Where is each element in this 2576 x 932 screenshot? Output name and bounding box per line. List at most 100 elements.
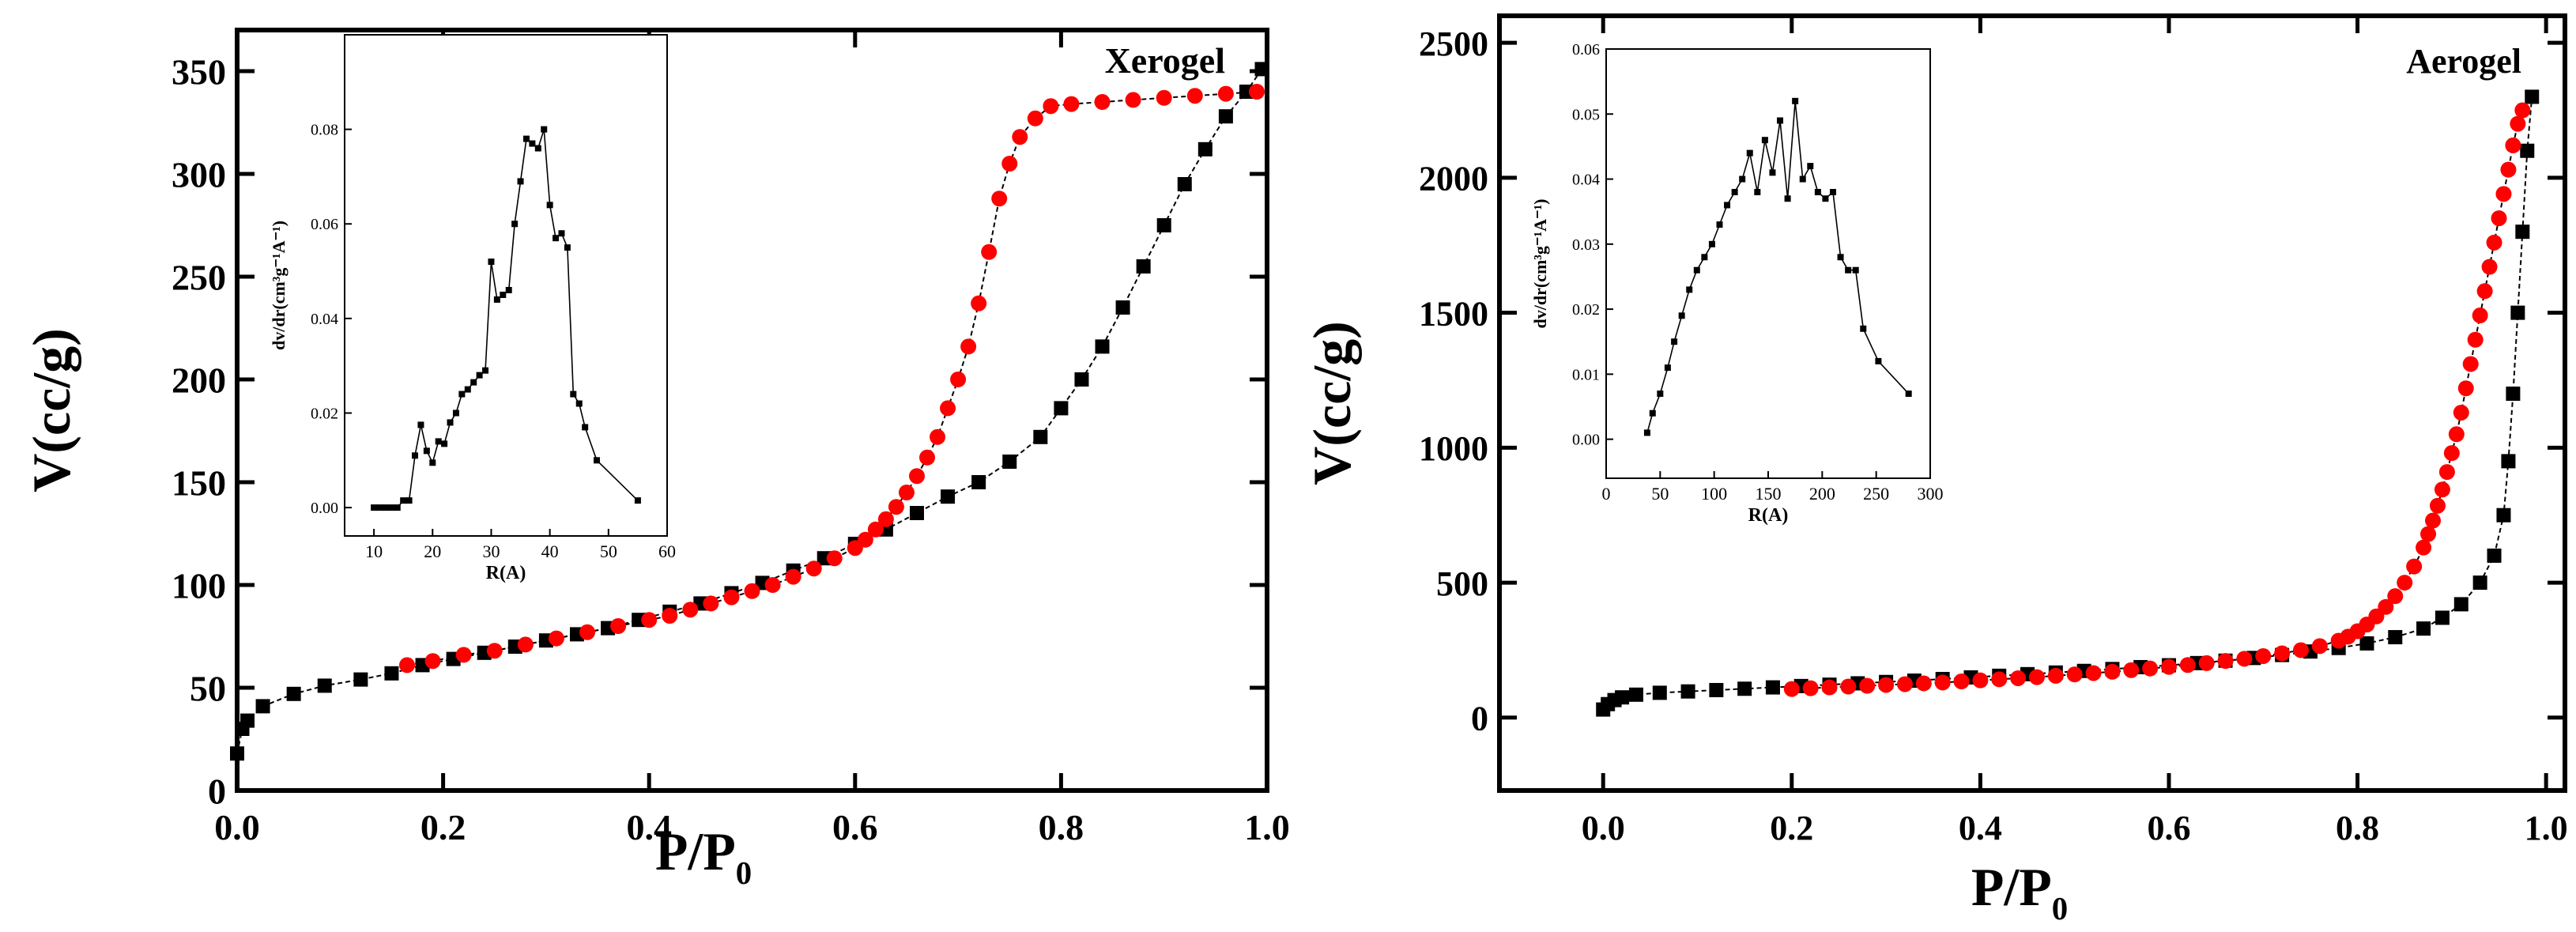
inset-point	[500, 291, 507, 298]
point-desorption	[1248, 84, 1265, 100]
x-axis-label-main: P/P	[655, 821, 736, 881]
point-desorption	[2085, 665, 2102, 681]
point-desorption	[2311, 638, 2328, 655]
inset-x-tick-label: 30	[482, 541, 500, 561]
inset-x-tick-label: 100	[1701, 484, 1727, 504]
inset-point	[1724, 202, 1731, 209]
point-desorption	[2160, 658, 2177, 675]
x-tick-label: 0.8	[2336, 809, 2379, 847]
point-desorption	[2510, 115, 2526, 132]
point-adsorption	[1197, 141, 1213, 157]
inset-point	[1731, 189, 1738, 195]
inset-y-axis-label: dv/dr(cm³g⁻¹A⁻¹)	[269, 221, 289, 350]
x-tick-label: 0.4	[626, 807, 672, 847]
point-desorption	[826, 550, 843, 567]
point-desorption	[2236, 651, 2253, 667]
inset-x-tick-label: 150	[1756, 484, 1782, 504]
point-desorption	[517, 636, 534, 653]
inset-point	[1822, 195, 1829, 202]
point-desorption	[2476, 283, 2493, 300]
inset-point	[1739, 175, 1746, 183]
inset-point	[1678, 312, 1685, 319]
point-desorption	[1027, 110, 1043, 126]
point-adsorption	[941, 489, 956, 504]
inset-point	[553, 235, 560, 242]
inset-point	[429, 459, 436, 466]
inset-frame	[344, 34, 668, 537]
inset-point	[371, 504, 378, 511]
inset-point	[464, 386, 471, 393]
inset-x-tick-label: 20	[424, 541, 441, 561]
point-adsorption	[1115, 300, 1130, 315]
inset-y-tick-label: 0.05	[1572, 106, 1600, 123]
inset-point	[1814, 189, 1821, 195]
inset-x-tick-label: 200	[1809, 484, 1835, 504]
point-desorption	[1953, 674, 1970, 690]
inset-x-axis-label: R(A)	[486, 563, 526, 583]
point-desorption	[2416, 539, 2432, 556]
point-desorption	[2217, 653, 2234, 670]
point-desorption	[2514, 102, 2531, 119]
point-desorption	[1934, 674, 1951, 691]
point-desorption	[2104, 663, 2121, 680]
inset-y-tick-label: 0.03	[1572, 236, 1600, 254]
point-adsorption	[2506, 387, 2521, 402]
inset-point	[505, 286, 512, 293]
point-adsorption	[1737, 681, 1752, 696]
point-desorption	[991, 191, 1008, 207]
inset-x-tick-label: 40	[541, 541, 559, 561]
point-desorption	[1783, 681, 1800, 697]
inset-point	[522, 135, 530, 142]
x-axis-label-main: P/P	[1971, 857, 2052, 917]
plot-frame	[1497, 13, 2567, 793]
point-desorption	[981, 243, 998, 260]
point-desorption	[579, 624, 596, 640]
point-adsorption	[2416, 621, 2431, 636]
point-adsorption	[971, 475, 986, 489]
inset-y-tick-label: 0.06	[1572, 41, 1600, 58]
x-tick-label: 0.6	[832, 807, 878, 847]
point-desorption	[2387, 588, 2404, 605]
inset-point	[582, 424, 589, 431]
point-adsorption	[1002, 455, 1017, 469]
chart-title: Xerogel	[1105, 40, 1225, 81]
x-axis-label: P/P0	[1971, 857, 2068, 926]
point-adsorption	[1652, 685, 1667, 700]
point-desorption	[2274, 645, 2291, 662]
point-desorption	[1186, 88, 1203, 104]
inset-point	[417, 421, 424, 428]
point-desorption	[2010, 670, 2027, 686]
inset-point	[452, 409, 459, 417]
inset-point	[435, 438, 442, 445]
y-tick-label: 0	[1471, 700, 1488, 738]
y-tick-label: 250	[172, 258, 226, 298]
point-desorption	[805, 560, 822, 577]
inset-point	[1664, 364, 1671, 372]
inset-point	[376, 504, 383, 511]
point-adsorption	[2510, 305, 2525, 320]
inset-point	[546, 202, 553, 209]
inset-point	[470, 379, 477, 386]
inset-point	[575, 400, 583, 407]
x-tick-label: 0.0	[214, 807, 260, 847]
inset-point	[1845, 266, 1852, 274]
point-desorption	[641, 612, 658, 628]
point-adsorption	[1628, 687, 1643, 702]
y-tick-label: 2500	[1419, 25, 1488, 63]
chart-title: Aerogel	[2406, 42, 2521, 81]
inset-point	[1761, 137, 1768, 144]
plot-frame	[235, 28, 1269, 793]
point-desorption	[2481, 258, 2498, 275]
inset-point	[1643, 429, 1650, 436]
inset-point	[1799, 175, 1806, 183]
point-desorption	[867, 521, 884, 538]
point-desorption	[486, 643, 503, 659]
inset-point	[1649, 409, 1656, 417]
inset-y-tick-label: 0.02	[311, 405, 338, 422]
point-desorption	[1896, 676, 1913, 692]
point-desorption	[1125, 92, 1141, 108]
inset-point	[1686, 286, 1693, 293]
point-desorption	[2453, 404, 2469, 421]
point-desorption	[1012, 129, 1028, 145]
